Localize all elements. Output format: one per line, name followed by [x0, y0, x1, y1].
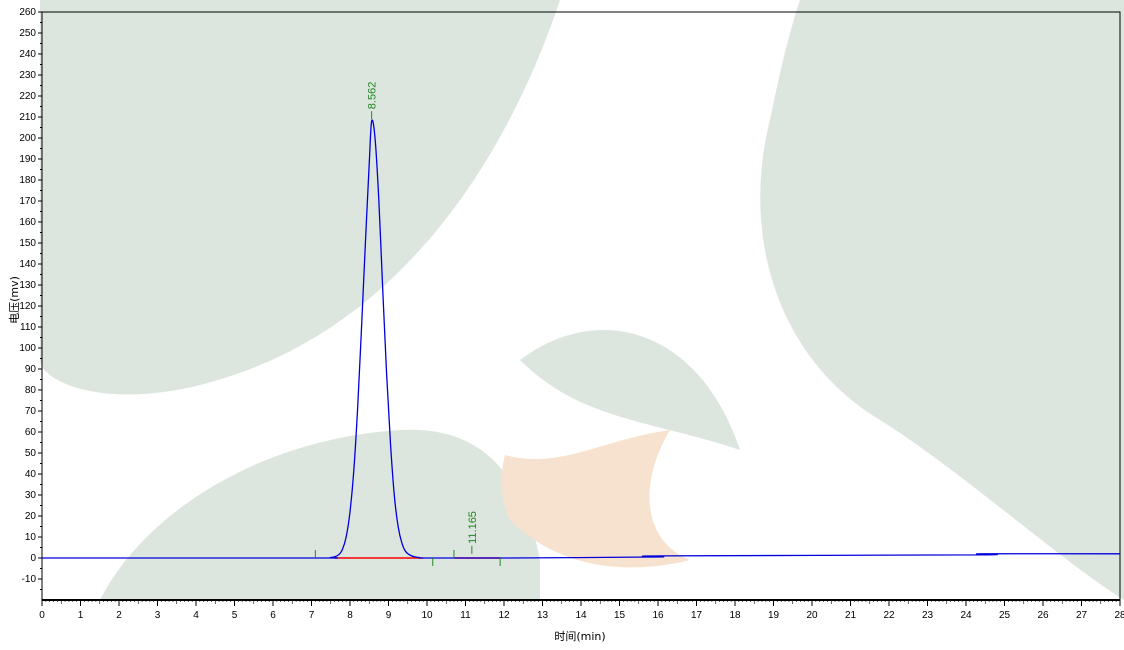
y-tick-label: 210	[19, 112, 36, 123]
x-tick-label: 14	[575, 610, 587, 621]
y-tick-label: 170	[19, 196, 36, 207]
x-tick-label: 11	[460, 610, 471, 621]
watermark-orange-mark	[501, 430, 690, 568]
y-axis-title: 电压(mv)	[8, 276, 21, 324]
x-tick-label: 10	[421, 610, 433, 621]
x-tick-label: 27	[1076, 610, 1088, 621]
watermark-leaf-top	[40, 0, 560, 395]
y-tick-label: 140	[19, 259, 36, 270]
y-tick-label: 70	[25, 406, 37, 417]
x-tick-label: 9	[386, 610, 392, 621]
y-tick-label: 200	[19, 133, 36, 144]
x-tick-label: 1	[78, 610, 84, 621]
x-tick-label: 15	[614, 610, 626, 621]
y-tick-label: 90	[25, 364, 37, 375]
y-tick-label: 40	[25, 469, 37, 480]
y-tick-label: 230	[19, 70, 36, 81]
y-tick-label: 0	[30, 553, 36, 564]
y-tick-label: 190	[19, 154, 36, 165]
x-tick-label: 2	[116, 610, 122, 621]
x-tick-label: 12	[498, 610, 510, 621]
y-tick-label: 50	[25, 448, 37, 459]
x-tick-label: 0	[39, 610, 45, 621]
y-tick-label: 250	[19, 28, 36, 39]
x-tick-label: 13	[537, 610, 549, 621]
y-tick-label: 120	[19, 301, 36, 312]
watermark-leaf-right	[760, 0, 1124, 600]
x-tick-label: 7	[309, 610, 315, 621]
y-tick-label: 110	[20, 322, 36, 333]
peak-retention-label: 11.165	[467, 511, 479, 544]
x-tick-label: 22	[883, 610, 895, 621]
x-tick-label: 16	[652, 610, 664, 621]
y-tick-label: 240	[19, 49, 36, 60]
x-tick-label: 28	[1114, 610, 1124, 621]
x-tick-label: 5	[232, 610, 238, 621]
watermark-logo	[40, 0, 1124, 600]
x-tick-label: 20	[806, 610, 818, 621]
y-tick-label: 10	[25, 532, 37, 543]
x-tick-label: 4	[193, 610, 199, 621]
y-tick-label: 180	[19, 175, 36, 186]
x-tick-label: 19	[768, 610, 780, 621]
y-tick-label: 100	[19, 343, 36, 354]
y-tick-label: -10	[22, 574, 37, 585]
x-tick-label: 23	[922, 610, 934, 621]
y-tick-label: 150	[19, 238, 36, 249]
watermark-leaf-center	[520, 330, 740, 450]
x-tick-label: 21	[845, 610, 857, 621]
x-tick-label: 26	[1037, 610, 1049, 621]
y-tick-label: 260	[19, 7, 36, 18]
y-tick-label: 20	[25, 511, 37, 522]
x-tick-label: 8	[347, 610, 353, 621]
y-tick-label: 130	[19, 280, 36, 291]
x-tick-label: 6	[270, 610, 276, 621]
x-tick-label: 25	[999, 610, 1011, 621]
x-axis-title: 时间(min)	[554, 630, 605, 643]
y-tick-label: 60	[25, 427, 37, 438]
y-tick-label: 160	[19, 217, 36, 228]
plot-layer: 2602502402302202102001901801701601501401…	[19, 7, 1124, 621]
x-tick-label: 24	[960, 610, 972, 621]
y-tick-label: 30	[25, 490, 37, 501]
peak-retention-label: 8.562	[367, 82, 379, 110]
x-tick-label: 18	[729, 610, 741, 621]
x-tick-label: 17	[691, 610, 703, 621]
y-tick-label: 220	[19, 91, 36, 102]
chromatogram-series-line	[41, 119, 1121, 559]
x-tick-label: 3	[155, 610, 161, 621]
y-tick-label: 80	[25, 385, 37, 396]
